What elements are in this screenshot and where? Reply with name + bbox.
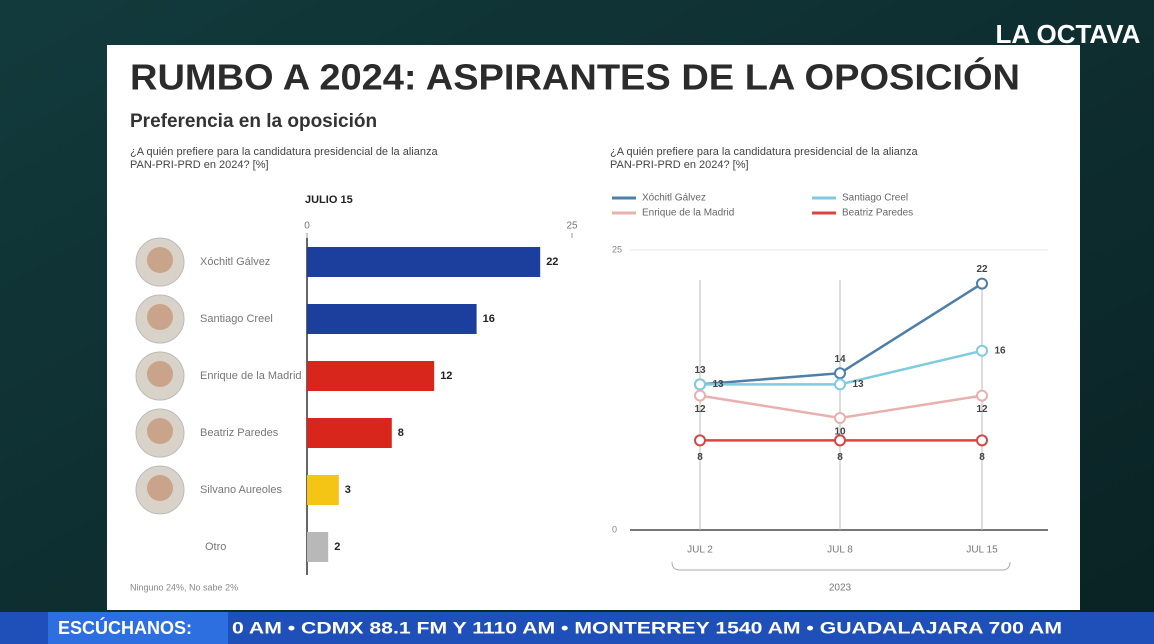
ticker-text: 0 AM • CDMX 88.1 FM Y 1110 AM • MONTERRE…: [232, 618, 1062, 637]
category-label: Xóchitl Gálvez: [200, 256, 270, 268]
value-label: 22: [976, 264, 988, 275]
avatar-face: [147, 247, 173, 273]
avatar-face: [147, 418, 173, 444]
bar: [307, 475, 339, 505]
y-tick-label: 25: [612, 244, 622, 254]
bar-chart: ¿A quién prefiere para la candidatura pr…: [130, 146, 578, 592]
value-label: 8: [837, 452, 843, 463]
chart-question: ¿A quién prefiere para la candidatura pr…: [610, 146, 918, 171]
point: [694, 434, 706, 447]
legend-label: Beatriz Paredes: [842, 208, 913, 219]
x-tick-label: JUL 15: [966, 545, 998, 556]
category-label: Enrique de la Madrid: [200, 370, 302, 382]
value-label: 3: [345, 484, 351, 496]
value-label: 2: [334, 541, 340, 553]
source: Ninguno 24%, No sabe 2%: [130, 582, 238, 592]
value-label: 14: [834, 354, 846, 365]
bar: [307, 247, 541, 277]
bar: [307, 304, 477, 334]
value-label: 12: [694, 404, 706, 415]
x-axis-label: 2023: [829, 583, 852, 594]
point: [694, 389, 706, 402]
line-chart: ¿A quién prefiere para la candidatura pr…: [610, 146, 1048, 594]
category-label: Beatriz Paredes: [200, 427, 279, 439]
ticker-label-box: [48, 612, 228, 644]
value-label: 22: [546, 256, 558, 268]
category-label: Santiago Creel: [200, 313, 273, 325]
legend-label: Santiago Creel: [842, 193, 908, 204]
legend-label: Xóchitl Gálvez: [642, 193, 706, 204]
point: [976, 277, 988, 290]
x-tick-label: JUL 2: [687, 545, 713, 556]
point: [834, 412, 846, 424]
ticker-label: ESCÚCHANOS:: [58, 617, 192, 638]
point: [694, 378, 706, 391]
x-tick-label: 25: [566, 221, 578, 232]
point: [834, 378, 846, 391]
chart-question: ¿A quién prefiere para la candidatura pr…: [130, 146, 438, 171]
value-label: 13: [712, 379, 724, 390]
panel: [107, 45, 1080, 610]
avatar-face: [147, 475, 173, 501]
subtitle: Preferencia en la oposición: [130, 111, 377, 132]
point: [976, 344, 988, 357]
avatar-face: [147, 361, 173, 387]
title: RUMBO A 2024: ASPIRANTES DE LA OPOSICIÓN: [130, 56, 1020, 98]
value-label: 12: [976, 404, 988, 415]
x-brace: [671, 561, 1011, 571]
point: [834, 434, 846, 447]
y-tick-label: 0: [612, 524, 617, 534]
value-label: 13: [852, 379, 864, 390]
category-label: Silvano Aureoles: [200, 484, 282, 496]
legend-label: Enrique de la Madrid: [642, 208, 734, 219]
bar: [307, 361, 435, 391]
x-tick-label: 0: [304, 221, 310, 232]
bar: [307, 532, 329, 562]
avatar-face: [147, 304, 173, 330]
value-label: 8: [398, 427, 404, 439]
value-label: 8: [979, 452, 985, 463]
x-tick-label: JUL 8: [827, 545, 853, 556]
value-label: 8: [697, 452, 703, 463]
value-label: 10: [834, 427, 846, 438]
value-label: 16: [994, 345, 1006, 356]
point: [976, 434, 988, 447]
value-label: 16: [483, 313, 495, 325]
value-label: 12: [440, 370, 452, 382]
point: [976, 389, 988, 402]
logo: LA OCTAVA: [996, 19, 1141, 49]
bar: [307, 418, 392, 448]
category-label: Otro: [205, 541, 226, 553]
date-label: JULIO 15: [305, 194, 353, 206]
value-label: 13: [694, 365, 706, 376]
point: [834, 367, 846, 380]
